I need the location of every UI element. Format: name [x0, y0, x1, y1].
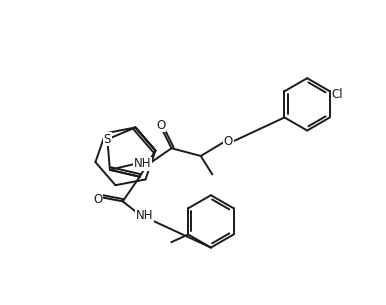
Text: NH: NH — [135, 209, 153, 222]
Text: S: S — [103, 133, 111, 146]
Text: O: O — [156, 119, 165, 132]
Text: O: O — [224, 135, 233, 148]
Text: Cl: Cl — [332, 88, 344, 101]
Text: NH: NH — [134, 157, 151, 170]
Text: O: O — [93, 192, 103, 206]
